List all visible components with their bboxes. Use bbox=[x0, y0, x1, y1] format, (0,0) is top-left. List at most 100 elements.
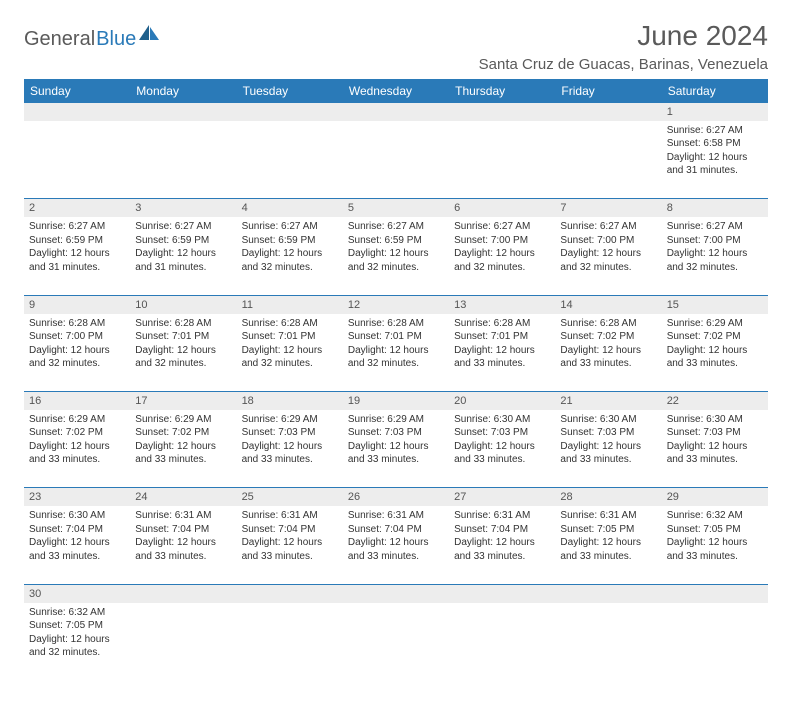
day-info-line: and 33 minutes. bbox=[454, 550, 550, 564]
day-info-line: Sunset: 7:01 PM bbox=[242, 330, 338, 344]
day-info-line: Sunset: 7:02 PM bbox=[667, 330, 763, 344]
day-info-line: Daylight: 12 hours bbox=[667, 440, 763, 454]
day-number-cell: 28 bbox=[555, 488, 661, 506]
day-number-cell: 7 bbox=[555, 199, 661, 217]
day-info-line: Sunrise: 6:30 AM bbox=[29, 509, 125, 523]
day-info-line: and 33 minutes. bbox=[348, 550, 444, 564]
day-cell bbox=[555, 121, 661, 199]
day-number-cell bbox=[24, 103, 130, 121]
day-info-line: Sunrise: 6:27 AM bbox=[29, 220, 125, 234]
day-info-line: Sunrise: 6:30 AM bbox=[667, 413, 763, 427]
day-info-line: and 33 minutes. bbox=[454, 357, 550, 371]
day-info-line: Sunset: 6:59 PM bbox=[242, 234, 338, 248]
day-info-line: Daylight: 12 hours bbox=[135, 440, 231, 454]
day-info-line: Sunset: 7:05 PM bbox=[29, 619, 125, 633]
day-info-line: Daylight: 12 hours bbox=[667, 151, 763, 165]
day-info-line: Daylight: 12 hours bbox=[29, 536, 125, 550]
day-info-line: and 32 minutes. bbox=[348, 357, 444, 371]
day-info-line: and 32 minutes. bbox=[242, 261, 338, 275]
day-number-cell: 1 bbox=[662, 103, 768, 121]
day-info-line: Daylight: 12 hours bbox=[242, 440, 338, 454]
day-info-line: Sunset: 7:02 PM bbox=[560, 330, 656, 344]
day-info-line: Sunrise: 6:29 AM bbox=[242, 413, 338, 427]
day-number-row: 9101112131415 bbox=[24, 295, 768, 313]
day-cell: Sunrise: 6:31 AMSunset: 7:04 PMDaylight:… bbox=[343, 506, 449, 584]
week-row: Sunrise: 6:27 AMSunset: 6:58 PMDaylight:… bbox=[24, 121, 768, 199]
day-info-line: Sunset: 7:03 PM bbox=[242, 426, 338, 440]
day-number-cell: 29 bbox=[662, 488, 768, 506]
day-number-cell: 10 bbox=[130, 295, 236, 313]
day-number-cell bbox=[237, 103, 343, 121]
day-info-line: Sunset: 7:03 PM bbox=[454, 426, 550, 440]
day-cell: Sunrise: 6:27 AMSunset: 6:59 PMDaylight:… bbox=[130, 217, 236, 295]
day-cell: Sunrise: 6:28 AMSunset: 7:02 PMDaylight:… bbox=[555, 314, 661, 392]
day-info-line: Daylight: 12 hours bbox=[29, 344, 125, 358]
day-info-line: Daylight: 12 hours bbox=[560, 536, 656, 550]
day-info-line: Daylight: 12 hours bbox=[667, 247, 763, 261]
day-number-cell: 19 bbox=[343, 392, 449, 410]
day-number-cell: 6 bbox=[449, 199, 555, 217]
day-number-cell: 13 bbox=[449, 295, 555, 313]
day-info-line: Sunrise: 6:29 AM bbox=[135, 413, 231, 427]
weekday-header: Friday bbox=[555, 79, 661, 103]
day-info-line: Daylight: 12 hours bbox=[560, 247, 656, 261]
day-info-line: and 32 minutes. bbox=[29, 357, 125, 371]
day-cell bbox=[237, 121, 343, 199]
day-info-line: Daylight: 12 hours bbox=[242, 536, 338, 550]
calendar-page: General Blue June 2024 Santa Cruz de Gua… bbox=[0, 0, 792, 701]
day-info-line: Sunrise: 6:27 AM bbox=[667, 220, 763, 234]
day-number-row: 1 bbox=[24, 103, 768, 121]
day-info-line: and 33 minutes. bbox=[242, 453, 338, 467]
day-number-cell bbox=[237, 584, 343, 602]
calendar-table: Sunday Monday Tuesday Wednesday Thursday… bbox=[24, 79, 768, 681]
day-info-line: and 33 minutes. bbox=[454, 453, 550, 467]
day-number-row: 30 bbox=[24, 584, 768, 602]
day-info-line: Sunset: 6:59 PM bbox=[135, 234, 231, 248]
title-block: June 2024 Santa Cruz de Guacas, Barinas,… bbox=[479, 20, 768, 73]
day-info-line: Sunrise: 6:28 AM bbox=[348, 317, 444, 331]
day-info-line: Daylight: 12 hours bbox=[135, 344, 231, 358]
day-info-line: Sunset: 7:00 PM bbox=[454, 234, 550, 248]
day-number-cell: 20 bbox=[449, 392, 555, 410]
day-number-cell bbox=[130, 584, 236, 602]
day-number-row: 23242526272829 bbox=[24, 488, 768, 506]
day-cell bbox=[449, 121, 555, 199]
day-cell: Sunrise: 6:29 AMSunset: 7:02 PMDaylight:… bbox=[24, 410, 130, 488]
day-number-cell: 27 bbox=[449, 488, 555, 506]
day-info-line: Daylight: 12 hours bbox=[560, 344, 656, 358]
weekday-header: Tuesday bbox=[237, 79, 343, 103]
day-info-line: Sunrise: 6:32 AM bbox=[29, 606, 125, 620]
day-info-line: Sunset: 7:01 PM bbox=[454, 330, 550, 344]
day-number-cell: 8 bbox=[662, 199, 768, 217]
week-row: Sunrise: 6:32 AMSunset: 7:05 PMDaylight:… bbox=[24, 603, 768, 681]
day-number-cell: 5 bbox=[343, 199, 449, 217]
day-info-line: and 32 minutes. bbox=[454, 261, 550, 275]
logo-text-general: General bbox=[24, 28, 95, 51]
day-info-line: Daylight: 12 hours bbox=[29, 633, 125, 647]
day-info-line: Sunrise: 6:31 AM bbox=[454, 509, 550, 523]
day-info-line: and 32 minutes. bbox=[135, 357, 231, 371]
day-info-line: Sunset: 7:01 PM bbox=[135, 330, 231, 344]
day-info-line: Sunset: 7:05 PM bbox=[560, 523, 656, 537]
day-info-line: Sunrise: 6:28 AM bbox=[29, 317, 125, 331]
day-info-line: and 32 minutes. bbox=[348, 261, 444, 275]
day-info-line: Daylight: 12 hours bbox=[454, 247, 550, 261]
day-number-cell bbox=[343, 584, 449, 602]
day-number-cell: 23 bbox=[24, 488, 130, 506]
day-number-row: 2345678 bbox=[24, 199, 768, 217]
day-number-cell: 14 bbox=[555, 295, 661, 313]
day-cell: Sunrise: 6:27 AMSunset: 7:00 PMDaylight:… bbox=[662, 217, 768, 295]
day-info-line: Sunset: 7:04 PM bbox=[29, 523, 125, 537]
day-cell bbox=[130, 121, 236, 199]
day-cell: Sunrise: 6:31 AMSunset: 7:05 PMDaylight:… bbox=[555, 506, 661, 584]
logo-text-blue: Blue bbox=[96, 28, 136, 51]
day-info-line: and 33 minutes. bbox=[29, 550, 125, 564]
weekday-header: Saturday bbox=[662, 79, 768, 103]
week-row: Sunrise: 6:28 AMSunset: 7:00 PMDaylight:… bbox=[24, 314, 768, 392]
day-info-line: and 31 minutes. bbox=[667, 164, 763, 178]
day-number-cell: 9 bbox=[24, 295, 130, 313]
weekday-header: Monday bbox=[130, 79, 236, 103]
day-cell bbox=[343, 603, 449, 681]
day-info-line: Daylight: 12 hours bbox=[348, 344, 444, 358]
day-info-line: Sunrise: 6:29 AM bbox=[29, 413, 125, 427]
